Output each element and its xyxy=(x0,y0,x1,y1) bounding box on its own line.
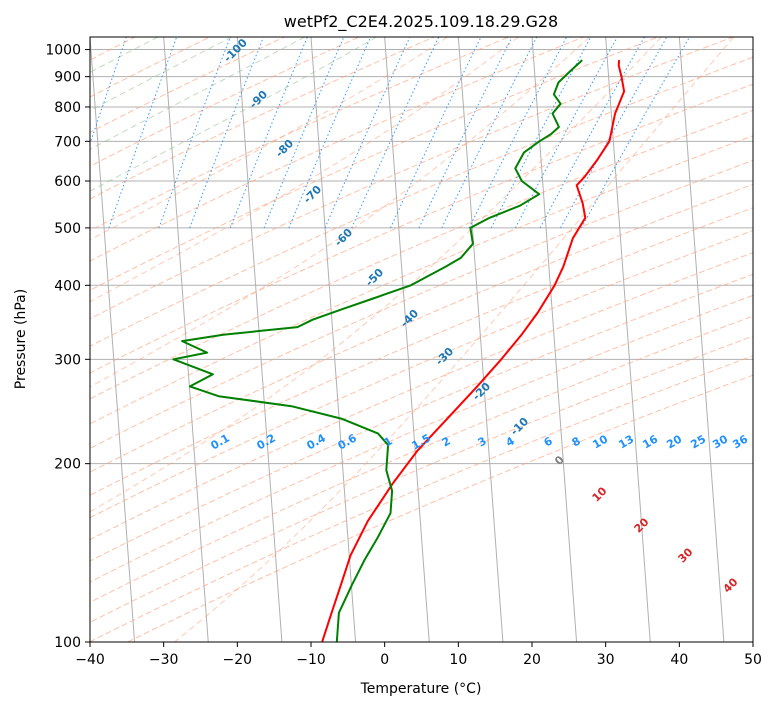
y-tick-label: 1000 xyxy=(45,43,81,59)
dry-adiabat xyxy=(90,315,753,603)
y-axis-label: Pressure (hPa) xyxy=(13,289,29,389)
dry-adiabat xyxy=(90,56,753,347)
moist-adiabat xyxy=(174,37,735,642)
mixing-ratio-line xyxy=(158,37,231,229)
isotherm-line xyxy=(531,37,578,642)
chart-title: wetPf2_C2E4.2025.109.18.29.G28 xyxy=(284,12,558,32)
dry-adiabat xyxy=(90,37,733,320)
moist-adiabat xyxy=(90,37,233,111)
dry-adiabat xyxy=(90,37,435,200)
x-tick-label: −30 xyxy=(149,652,179,668)
isotherm-line xyxy=(310,37,357,642)
y-tick-label: 300 xyxy=(54,352,81,368)
x-tick-label: 30 xyxy=(597,652,615,668)
mixing-ratio-line xyxy=(468,37,568,229)
y-axis: 100 200 300 400 500 600 700 800 900 1000 xyxy=(45,43,90,651)
mixing-ratio-line xyxy=(390,37,482,229)
x-axis-label: Temperature (°C) xyxy=(360,681,482,697)
isotherm-line xyxy=(236,37,283,642)
y-tick-label: 100 xyxy=(54,635,81,651)
temperature-profile-line xyxy=(321,60,626,642)
dry-adiabat xyxy=(90,294,753,583)
isotherm-line xyxy=(384,37,430,642)
mixing-ratio-line xyxy=(263,37,345,229)
mixing-ratio-line xyxy=(229,37,308,229)
y-tick-label: 900 xyxy=(54,70,81,86)
dry-adiabat xyxy=(90,183,753,473)
isotherm-line xyxy=(605,37,651,642)
y-tick-label: 700 xyxy=(54,134,81,150)
mixing-ratio-line xyxy=(90,37,127,146)
dry-adiabat xyxy=(90,37,360,167)
dry-adiabat xyxy=(90,37,659,291)
x-axis: −40 −30 −20 −10 0 10 20 30 40 50 xyxy=(75,642,762,668)
mixing-ratio-line xyxy=(514,37,618,229)
x-tick-label: −20 xyxy=(223,652,253,668)
dry-adiabat xyxy=(90,335,753,623)
mixing-ratio-line xyxy=(418,37,513,229)
y-tick-label: 200 xyxy=(54,457,81,473)
moist-adiabat xyxy=(90,37,519,303)
x-tick-label: 0 xyxy=(380,652,389,668)
dry-adiabat xyxy=(90,135,753,425)
moist-adiabat xyxy=(90,37,377,192)
x-tick-label: 50 xyxy=(744,652,762,668)
plot-area xyxy=(90,37,753,642)
mixing-ratio-line xyxy=(441,37,538,229)
moist-adiabat xyxy=(90,37,590,388)
dry-adiabat xyxy=(127,374,753,642)
y-tick-label: 500 xyxy=(54,221,81,237)
x-tick-label: 20 xyxy=(523,652,541,668)
x-tick-label: 40 xyxy=(670,652,688,668)
mixing-ratio-line xyxy=(189,37,264,229)
mixing-ratio-line xyxy=(580,37,691,229)
isotherm-line xyxy=(457,37,504,642)
dry-adiabat xyxy=(90,229,753,519)
dewpoint-profile-line xyxy=(172,59,583,642)
y-tick-label: 600 xyxy=(54,174,81,190)
isotherm-line xyxy=(678,37,725,642)
plot-frame xyxy=(89,36,754,643)
x-tick-label: 10 xyxy=(449,652,467,668)
dry-adiabat xyxy=(90,273,753,562)
mixing-ratio-line xyxy=(490,37,592,229)
dry-adiabat xyxy=(90,83,753,374)
y-tick-label: 800 xyxy=(54,100,81,116)
x-tick-label: −10 xyxy=(296,652,326,668)
moist-adiabat xyxy=(90,37,306,150)
x-tick-label: −40 xyxy=(75,652,105,668)
y-tick-label: 400 xyxy=(54,278,81,294)
mixing-ratio-line xyxy=(560,37,668,229)
moist-adiabat xyxy=(90,37,662,513)
mixing-ratio-line xyxy=(539,37,645,229)
isotherm-line xyxy=(90,37,136,642)
